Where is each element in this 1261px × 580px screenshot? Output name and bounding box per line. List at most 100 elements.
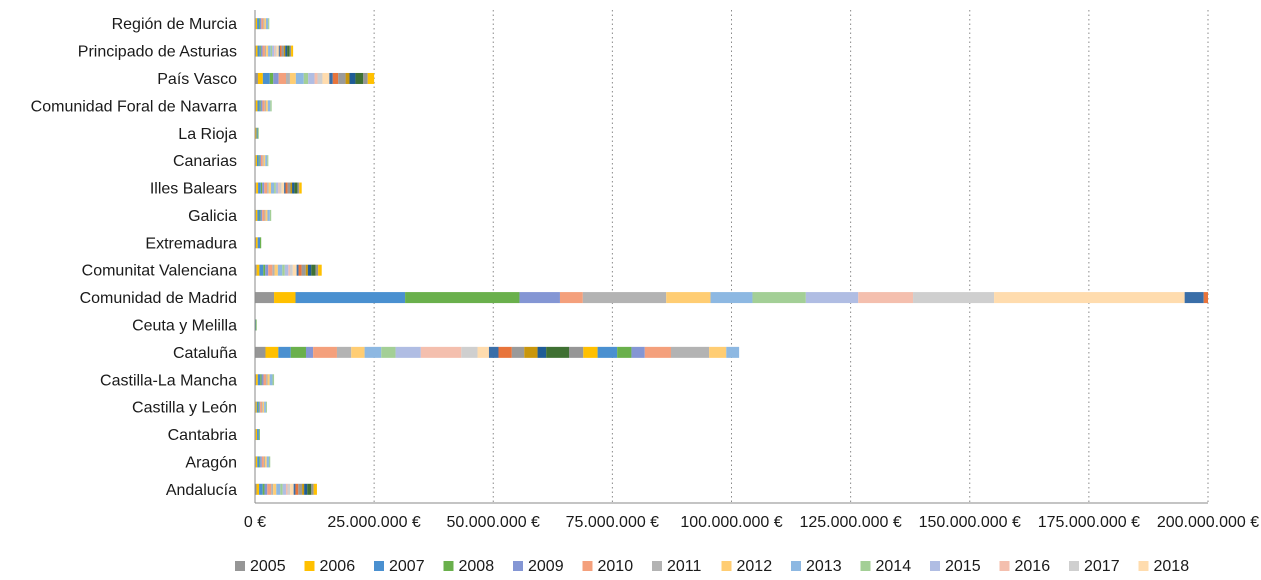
bar-segment — [255, 401, 257, 413]
bar-segment — [261, 374, 264, 386]
bar-segment — [260, 100, 263, 112]
bar-segment — [583, 346, 598, 358]
bar-segment — [264, 401, 266, 413]
bar-segment — [670, 346, 710, 358]
bar-segment — [257, 374, 261, 386]
bar-segment — [255, 237, 257, 249]
axes — [254, 10, 1208, 504]
bar-segment — [294, 182, 298, 194]
bar-segment — [255, 429, 258, 441]
bar-segment — [1184, 292, 1204, 304]
bar-segment — [271, 483, 274, 495]
bar-segment — [281, 45, 284, 57]
bar-segment — [259, 483, 263, 495]
legend-label: 2010 — [598, 558, 634, 575]
category-labels: Región de Murcia Principado de Asturias Pa… — [31, 16, 237, 499]
bar-segment — [256, 155, 259, 167]
bar-segment — [255, 319, 257, 331]
bar-segment — [255, 292, 275, 304]
bar-segment — [304, 483, 308, 495]
legend-label: 2014 — [876, 558, 912, 575]
bar-segment — [332, 72, 339, 84]
bar-segment — [290, 483, 294, 495]
bar-segment — [283, 45, 286, 57]
bar-segment — [265, 456, 267, 468]
bar-segment — [284, 264, 289, 276]
bar-segment — [805, 292, 859, 304]
bar-segment — [367, 72, 375, 84]
bar-segment — [269, 209, 272, 221]
category-label: Andalucía — [166, 482, 237, 499]
bar-segment — [291, 45, 294, 57]
legend-label: 2009 — [528, 558, 564, 575]
bar-segment — [255, 182, 257, 194]
bar-segment — [317, 72, 323, 84]
x-tick-label: 25.000.000 € — [327, 514, 421, 531]
bar-segment — [255, 45, 258, 57]
bar-segment — [258, 401, 260, 413]
bar-segment — [262, 182, 265, 194]
bar-segment — [264, 45, 267, 57]
bar-segment — [282, 483, 286, 495]
bar-segment — [395, 346, 421, 358]
grid-lines — [373, 10, 1209, 503]
legend-swatch — [860, 561, 871, 571]
bar-segment — [287, 45, 290, 57]
bar-segment — [263, 18, 265, 30]
bar-segment — [349, 72, 356, 84]
bar-segment — [262, 483, 265, 495]
bar-segment — [274, 45, 276, 57]
bar-segment — [292, 182, 295, 194]
bar-segment — [262, 45, 265, 57]
bar-segment — [264, 182, 268, 194]
bar-segment — [307, 264, 312, 276]
category-label: Castilla-La Mancha — [100, 372, 237, 389]
bar-segment — [290, 182, 293, 194]
bar-segment — [264, 100, 266, 112]
bar-segment — [256, 182, 259, 194]
bar-segment — [913, 292, 995, 304]
bar-segment — [284, 182, 286, 194]
bar-segment — [274, 264, 278, 276]
bar-segment — [617, 346, 632, 358]
bar-segment — [273, 72, 279, 84]
bar-segment — [524, 346, 538, 358]
bar-segment — [275, 45, 277, 57]
bar-segment — [289, 72, 296, 84]
bar-segment — [288, 264, 291, 276]
bar-segment — [295, 72, 304, 84]
bar-segment — [278, 346, 291, 358]
bar-segment — [261, 456, 264, 468]
bar-segment — [278, 182, 280, 194]
bar-segment — [278, 45, 280, 57]
bar-segment — [994, 292, 1185, 304]
x-tick-label: 100.000.000 € — [680, 514, 782, 531]
bar-segment — [709, 346, 727, 358]
bar-segment — [263, 155, 266, 167]
bar-segment — [644, 346, 671, 358]
bar-segment — [666, 292, 711, 304]
legend-label: 2018 — [1154, 558, 1190, 575]
bar-segment — [257, 429, 259, 441]
bar-segment — [259, 209, 261, 221]
bar-segment — [256, 374, 258, 386]
bar-segment — [336, 346, 352, 358]
legend-label: 2007 — [389, 558, 425, 575]
bar-segment — [272, 264, 275, 276]
category-label: Castilla y León — [132, 400, 237, 417]
bar-segment — [255, 155, 257, 167]
bar-segment — [260, 182, 263, 194]
bar-segment — [858, 292, 914, 304]
bar-segment — [259, 155, 261, 167]
bar-segment — [305, 264, 308, 276]
bar-segment — [259, 18, 262, 30]
bar-segment — [263, 456, 266, 468]
bar-segment — [292, 264, 297, 276]
bar-segment — [285, 182, 288, 194]
bar-segment — [307, 483, 312, 495]
bar-segment — [266, 45, 269, 57]
bar-segment — [405, 292, 520, 304]
bar-segment — [257, 100, 260, 112]
legend-swatch — [721, 561, 732, 571]
bar-segment — [298, 483, 303, 495]
